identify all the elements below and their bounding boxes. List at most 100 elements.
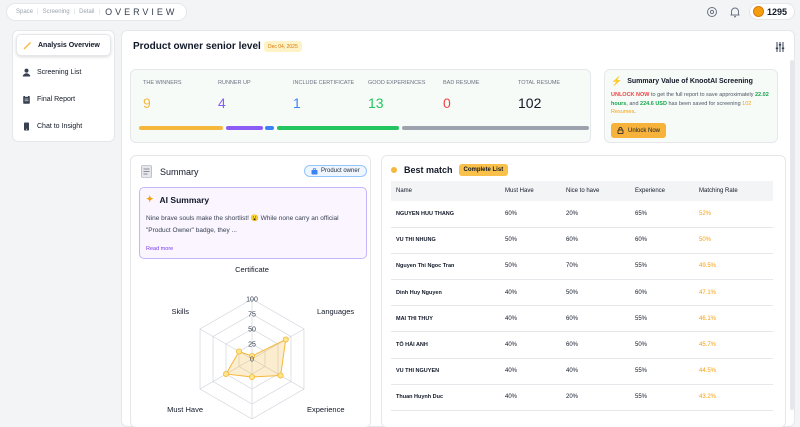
radar-data-point xyxy=(249,374,256,381)
promo-title-text: Summary Value of KnootAI Screening xyxy=(627,78,753,85)
settings-icon[interactable] xyxy=(705,5,719,19)
bell-icon[interactable] xyxy=(728,5,742,19)
nice-to-have-cell: 20% xyxy=(561,201,630,228)
sidebar-item-final-report[interactable]: Final Report xyxy=(16,88,111,110)
stat-bad-resume[interactable]: BAD RESUME 0 xyxy=(443,80,479,111)
promo-text-part: , and xyxy=(626,100,641,107)
candidate-name: Thuan Huynh Duc xyxy=(391,384,500,412)
summary-header: Summary xyxy=(141,165,199,178)
radar-data-point xyxy=(236,348,243,355)
breadcrumb-screening[interactable]: Screening xyxy=(42,9,70,15)
sidebar-item-screening-list[interactable]: Screening List xyxy=(16,61,111,83)
usd-saved: 224.6 USD xyxy=(640,100,667,107)
read-more-link[interactable]: Read more xyxy=(146,246,174,252)
table-row[interactable]: VU THI NGUYEN 40% 40% 55% 44.5% xyxy=(391,358,773,385)
page-scrollbar[interactable] xyxy=(790,60,794,410)
briefcase-icon xyxy=(311,167,318,174)
coin-icon xyxy=(753,6,764,17)
coin-count: 1295 xyxy=(767,6,788,17)
stat-winners[interactable]: THE WINNERS 9 xyxy=(143,80,182,111)
radar-axis-line xyxy=(199,328,253,360)
nice-to-have-cell: 70% xyxy=(561,253,630,281)
column-header-must-have[interactable]: Must Have xyxy=(500,181,561,201)
unlock-now-text: UNLOCK NOW xyxy=(611,92,650,98)
role-chip-label: Product owner xyxy=(321,168,360,174)
candidate-name: VU THI NGUYEN xyxy=(391,358,500,385)
magic-wand-icon xyxy=(23,41,32,50)
radar-axis-line xyxy=(251,328,305,360)
radar-tick-label: 50 xyxy=(248,327,256,334)
must-have-cell: 50% xyxy=(500,227,561,254)
experience-cell: 50% xyxy=(630,331,694,359)
sidebar-item-analysis-overview[interactable]: Analysis Overview xyxy=(16,34,111,56)
column-header-nice-to-have[interactable]: Nice to have xyxy=(561,181,630,201)
breadcrumb-separator: | xyxy=(73,9,76,15)
table-row[interactable]: TÔ HẢI ANH 40% 60% 50% 45.7% xyxy=(391,331,773,359)
table-row[interactable]: NGUYEN HUU THANG 60% 20% 65% 52% xyxy=(391,201,773,228)
ai-summary-text: Nine brave souls make the shortlist! 😮 W… xyxy=(146,215,339,234)
unlock-now-button[interactable]: Unlock Now xyxy=(611,123,666,138)
nice-to-have-cell: 40% xyxy=(561,358,630,385)
breadcrumb-space[interactable]: Space xyxy=(16,9,34,15)
promo-text-part: to get the full report to save approxima… xyxy=(649,92,755,98)
candidate-name: MAI THI THUY xyxy=(391,305,500,333)
unlock-button-label: Unlock Now xyxy=(627,127,660,134)
lock-icon xyxy=(617,127,624,134)
radar-axis-label: Must Have xyxy=(167,405,203,414)
complete-list-button[interactable]: Complete List xyxy=(458,164,509,176)
table-row[interactable]: Thuan Huynh Duc 40% 20% 55% 43.2% xyxy=(391,384,773,412)
stat-label: BAD RESUME xyxy=(443,80,480,86)
table-row[interactable]: Dinh Huy Nguyen 40% 50% 60% 47.1% xyxy=(391,279,773,307)
column-header-name[interactable]: Name xyxy=(391,181,500,201)
sidebar-item-label: Analysis Overview xyxy=(38,41,100,49)
must-have-cell: 60% xyxy=(500,201,561,228)
column-header-experience[interactable]: Experience xyxy=(630,181,694,201)
stat-label: GOOD EXPERIENCES xyxy=(368,80,426,86)
matching-rate-cell: 52% xyxy=(694,201,773,228)
total-resume-bar xyxy=(402,126,589,130)
column-header-matching-rate[interactable]: Matching Rate xyxy=(694,181,773,201)
table-row[interactable]: Nguyen Thi Ngoc Tran 50% 70% 55% 49.5% xyxy=(391,253,773,281)
stat-value: 9 xyxy=(143,95,151,111)
stat-value: 0 xyxy=(443,95,451,111)
sidebar: Analysis Overview Screening List Final R… xyxy=(12,30,115,142)
sidebar-item-label: Final Report xyxy=(37,95,76,103)
hours-saved: 22.02 hours xyxy=(611,92,769,107)
candidate-name: TÔ HẢI ANH xyxy=(391,331,500,359)
summary-title: Summary xyxy=(160,166,199,177)
stat-label: INCLUDE CERTIFICATE xyxy=(293,80,355,86)
stat-value: 102 xyxy=(518,95,542,111)
coin-balance[interactable]: 1295 xyxy=(749,3,795,20)
page-title: Product owner senior level xyxy=(133,41,261,52)
radar-data-point xyxy=(249,353,256,360)
must-have-cell: 40% xyxy=(500,279,561,307)
breadcrumb-separator: | xyxy=(37,9,39,15)
breadcrumb-detail[interactable]: Detail xyxy=(79,9,95,15)
radar-tick-label: 100 xyxy=(246,297,258,304)
matching-rate-cell: 47.1% xyxy=(694,279,773,307)
stat-include-certificate[interactable]: INCLUDE CERTIFICATE 1 xyxy=(293,80,354,111)
ai-summary-title: AI Summary xyxy=(159,194,210,205)
stat-value: 13 xyxy=(368,95,384,111)
experience-cell: 60% xyxy=(630,279,694,307)
radar-tick-label: 0 xyxy=(250,357,254,364)
table-row[interactable]: VU THI NHUNG 50% 60% 60% 50% xyxy=(391,227,773,254)
stat-good-experiences[interactable]: GOOD EXPERIENCES 13 xyxy=(368,80,425,111)
filter-sliders-icon[interactable] xyxy=(774,41,786,53)
stat-label: TOTAL RESUME xyxy=(518,80,561,86)
breadcrumb-title: OVERVIEW xyxy=(105,7,178,17)
matching-rate-cell: 49.5% xyxy=(694,253,773,281)
table-row[interactable]: MAI THI THUY 40% 60% 55% 46.1% xyxy=(391,305,773,333)
lightning-icon: ⚡ xyxy=(611,76,623,86)
sidebar-item-chat-to-insight[interactable]: Chat to Insight xyxy=(16,115,111,137)
candidate-name: NGUYEN HUU THANG xyxy=(391,201,500,228)
matching-rate-cell: 44.5% xyxy=(694,358,773,385)
stat-runner-up[interactable]: RUNNER UP 4 xyxy=(218,80,251,111)
stat-total-resume[interactable]: TOTAL RESUME 102 xyxy=(518,80,560,111)
role-chip[interactable]: Product owner xyxy=(304,165,367,177)
must-have-cell: 40% xyxy=(500,384,561,412)
must-have-cell: 40% xyxy=(500,358,561,385)
candidate-name: Dinh Huy Nguyen xyxy=(391,279,500,307)
runner-up-bar xyxy=(226,126,263,130)
radar-axis-label: Languages xyxy=(317,307,354,316)
